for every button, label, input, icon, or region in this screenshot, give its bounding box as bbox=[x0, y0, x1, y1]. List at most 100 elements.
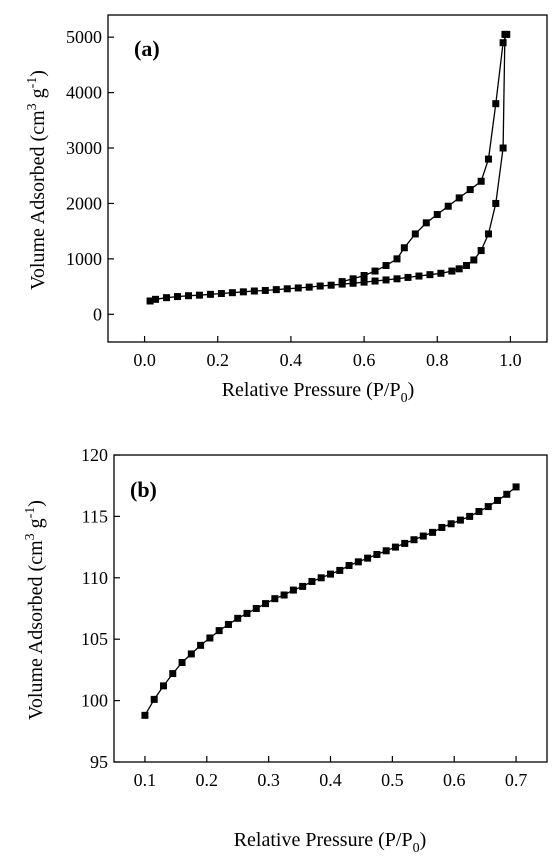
data-point-a bbox=[371, 277, 379, 285]
data-point-a bbox=[477, 177, 485, 185]
data-point-b bbox=[447, 520, 455, 528]
data-point-a bbox=[349, 279, 357, 287]
data-point-a bbox=[382, 262, 390, 270]
data-point-b bbox=[187, 650, 195, 658]
data-point-b bbox=[150, 695, 158, 703]
data-point-b bbox=[141, 711, 149, 719]
y-tick-label-a: 2000 bbox=[66, 193, 102, 213]
plot-frame-b bbox=[113, 454, 548, 763]
data-point-b bbox=[289, 586, 297, 594]
y-tick-label-b: 105 bbox=[81, 629, 108, 649]
data-point-a bbox=[228, 289, 236, 297]
x-axis-label-a: Relative Pressure (P/P0) bbox=[222, 379, 415, 406]
x-tick-label-b: 0.4 bbox=[319, 770, 342, 790]
chart-panel-a: 0.0 0.2 0.4 0.6 0.8 1.0010002000300040005000 … bbox=[25, 14, 548, 406]
chart-panel-b: 0.1 0.2 0.3 0.4 0.5 0.6 0.7 95 100 105 110 115 120 (… bbox=[23, 445, 548, 856]
data-point-b bbox=[262, 600, 270, 608]
data-point-b bbox=[410, 536, 418, 544]
x-tick-label-b: 0.6 bbox=[443, 770, 466, 790]
series-group-b bbox=[141, 483, 520, 719]
data-point-a bbox=[206, 290, 214, 298]
data-point-b bbox=[197, 641, 205, 649]
data-point-a bbox=[163, 294, 171, 302]
y-tick-label-a: 5000 bbox=[66, 27, 102, 47]
data-point-b bbox=[494, 496, 502, 504]
data-point-a bbox=[152, 295, 160, 303]
y-tick-label-b: 100 bbox=[81, 691, 108, 711]
x-tick-label-a: 0.8 bbox=[426, 350, 449, 370]
data-point-a bbox=[327, 281, 335, 289]
x-tick-label-a: 0.0 bbox=[133, 350, 156, 370]
data-point-b bbox=[169, 670, 177, 678]
data-point-a bbox=[484, 230, 492, 238]
x-tick-label-a: 1.0 bbox=[499, 350, 522, 370]
series-group-a bbox=[146, 30, 511, 305]
data-point-a bbox=[250, 287, 258, 295]
data-point-b bbox=[419, 532, 427, 540]
data-point-a bbox=[360, 271, 368, 279]
data-point-b bbox=[308, 577, 316, 585]
data-point-a bbox=[466, 186, 474, 194]
y-tick-label-a: 3000 bbox=[66, 138, 102, 158]
plot-frame-a bbox=[107, 14, 548, 343]
data-point-b bbox=[336, 566, 344, 574]
y-tick-label-b: 110 bbox=[82, 568, 108, 588]
data-point-b bbox=[429, 528, 437, 536]
y-axis-label-b: Volume Adsorbed (cm3 g-1) bbox=[23, 500, 47, 720]
data-point-b bbox=[271, 595, 279, 603]
data-point-a bbox=[146, 297, 154, 305]
data-point-b bbox=[215, 627, 223, 635]
data-point-a bbox=[444, 202, 452, 210]
x-tick-label-b: 0.7 bbox=[505, 770, 528, 790]
y-tick-label-a: 0 bbox=[93, 304, 102, 324]
data-point-b bbox=[159, 682, 167, 690]
data-point-a bbox=[484, 155, 492, 163]
y-axis-label-a: Volume Adsorbed (cm3 g-1) bbox=[25, 70, 49, 290]
data-point-a bbox=[382, 276, 390, 284]
data-point-b bbox=[512, 483, 520, 491]
data-point-a bbox=[349, 275, 357, 283]
data-point-a bbox=[455, 265, 463, 273]
data-point-a bbox=[426, 271, 434, 279]
data-point-b bbox=[382, 547, 390, 555]
data-point-a bbox=[400, 244, 408, 252]
data-point-a bbox=[184, 292, 192, 300]
x-tick-label-a: 0.6 bbox=[353, 350, 376, 370]
data-point-b bbox=[206, 634, 214, 642]
data-point-a bbox=[503, 30, 511, 38]
data-point-a bbox=[477, 247, 485, 255]
data-point-a bbox=[239, 288, 247, 296]
data-point-a bbox=[492, 199, 500, 207]
data-point-a bbox=[393, 275, 401, 283]
y-tick-label-b: 95 bbox=[90, 752, 108, 772]
data-point-a bbox=[316, 282, 324, 290]
ticks-b: 0.1 0.2 0.3 0.4 0.5 0.6 0.7 95 100 105 110 115 120 bbox=[81, 445, 527, 790]
data-point-b bbox=[280, 591, 288, 599]
data-point-b bbox=[364, 554, 372, 562]
data-point-b bbox=[484, 503, 492, 511]
data-point-a bbox=[371, 267, 379, 275]
data-point-a bbox=[174, 293, 182, 301]
x-axis-label-b: Relative Pressure (P/P0) bbox=[234, 829, 427, 856]
data-point-b bbox=[456, 516, 464, 524]
x-tick-label-b: 0.2 bbox=[196, 770, 219, 790]
series-line-a-0 bbox=[149, 34, 506, 302]
data-point-a bbox=[411, 230, 419, 238]
data-point-a bbox=[294, 284, 302, 292]
data-point-b bbox=[345, 562, 353, 570]
y-tick-label-b: 120 bbox=[81, 445, 108, 465]
data-point-a bbox=[470, 256, 478, 264]
data-point-a bbox=[217, 290, 225, 298]
data-point-a bbox=[338, 278, 346, 286]
x-tick-label-b: 0.1 bbox=[134, 770, 157, 790]
data-point-a bbox=[499, 39, 507, 47]
data-point-a bbox=[492, 100, 500, 108]
y-tick-label-a: 1000 bbox=[66, 249, 102, 269]
data-point-a bbox=[437, 269, 445, 277]
data-point-a bbox=[433, 211, 441, 219]
panel-label-b: (b) bbox=[130, 477, 157, 502]
data-point-a bbox=[448, 267, 456, 275]
data-point-a bbox=[463, 262, 471, 270]
data-point-b bbox=[234, 614, 242, 622]
